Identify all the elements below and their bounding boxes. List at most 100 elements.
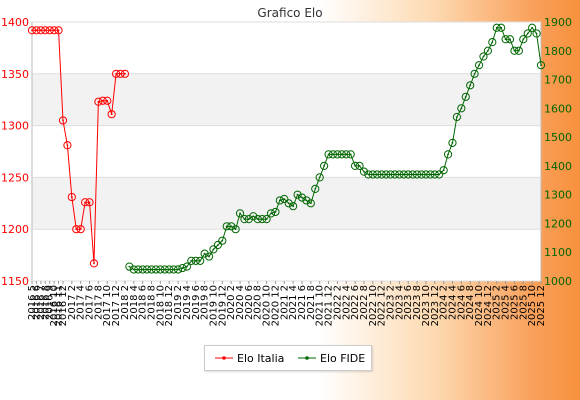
data-point-elo-italia [58, 116, 68, 125]
right-tick-label: 1800 [544, 45, 572, 58]
right-tick-label: 1000 [544, 275, 572, 288]
data-point-center-elo-fide [234, 228, 237, 231]
data-point-center-elo-fide [509, 38, 511, 41]
x-tick-label: 2023 2 [386, 285, 397, 320]
x-tick-label: 2024 10 [474, 285, 485, 326]
data-point-center-elo-fide [287, 202, 290, 205]
data-point-center-elo-italia [88, 201, 91, 204]
right-tick-label: 1900 [544, 16, 572, 29]
x-tick-label: 2019 6 [191, 285, 202, 320]
data-point-center-elo-fide [447, 153, 449, 156]
x-tick-label: 2016 11 [54, 285, 65, 326]
data-point-elo-fide [200, 249, 209, 258]
data-point-elo-fide [271, 207, 280, 217]
x-tick-label: 2020 2 [226, 285, 237, 320]
x-tick-label: 2020 10 [262, 285, 273, 326]
x-tick-label: 2016 5 [27, 285, 38, 320]
x-tick-label: 2023 6 [403, 285, 414, 320]
data-point-elo-fide [479, 52, 488, 61]
data-point-elo-fide [528, 23, 537, 32]
x-tick-label: 2018 8 [147, 285, 158, 320]
right-y-axis: 1000 1100 1200 1300 1400 1500 1600 1700 1800 1900 [544, 16, 572, 288]
data-point-center-elo-fide [522, 38, 525, 41]
right-tick-label: 1500 [544, 131, 572, 144]
x-tick-label: 2016 6 [31, 285, 42, 320]
data-point-center-elo-fide [265, 218, 268, 221]
x-tick-label: 2017 10 [102, 285, 113, 326]
data-point-center-elo-fide [531, 26, 534, 29]
data-point-center-elo-fide [252, 215, 255, 218]
x-tick-label: 2021 12 [324, 285, 335, 326]
data-point-elo-fide [470, 69, 479, 78]
left-tick-label: 1350 [1, 68, 29, 81]
x-tick-label: 2022 2 [332, 285, 343, 320]
plot-band [32, 229, 541, 281]
x-tick-label: 2017 4 [76, 285, 87, 320]
data-point-elo-fide [196, 256, 205, 265]
data-point-center-elo-fide [486, 49, 489, 52]
data-point-center-elo-italia [79, 228, 82, 231]
x-tick-label: 2024 12 [483, 285, 494, 326]
data-point-center-elo-fide [216, 244, 219, 246]
data-point-center-elo-fide [208, 255, 210, 258]
data-point-center-elo-italia [110, 113, 113, 116]
right-tick-label: 1100 [544, 246, 572, 259]
x-tick-label: 2021 2 [279, 285, 290, 320]
plot-background [31, 21, 542, 282]
right-tick-label: 1700 [544, 74, 572, 87]
legend-label-elo-italia: Elo Italia [237, 352, 284, 365]
data-point-elo-fide [505, 35, 515, 44]
data-point-elo-fide [231, 225, 240, 234]
data-point-center-elo-fide [363, 170, 365, 173]
data-point-center-elo-fide [318, 176, 321, 179]
data-point-elo-fide [293, 190, 302, 199]
data-point-elo-fide [204, 252, 214, 261]
series-layer [27, 23, 546, 274]
x-tick-label: 2020 6 [244, 285, 255, 320]
data-point-elo-italia [54, 26, 63, 35]
data-point-center-elo-fide [296, 193, 299, 196]
data-point-elo-fide [439, 166, 448, 175]
legend-entry-elo-italia[interactable]: Elo Italia [215, 352, 284, 365]
data-point-elo-italia [67, 192, 76, 202]
x-tick-label: 2018 2 [120, 285, 131, 320]
x-tick-label: 2023 10 [421, 285, 432, 326]
plot-band [32, 22, 541, 74]
data-point-elo-fide [125, 262, 134, 271]
data-point-center-elo-fide [442, 169, 445, 172]
data-point-elo-italia [76, 225, 85, 234]
left-tick-label: 1300 [1, 120, 29, 133]
data-point-center-elo-fide [482, 55, 485, 58]
data-point-elo-fide [532, 29, 541, 38]
x-tick-label: 2017 6 [85, 285, 96, 320]
data-point-elo-fide [443, 150, 453, 159]
data-point-center-elo-fide [283, 198, 286, 200]
data-point-elo-fide [178, 263, 187, 273]
data-point-center-elo-italia [57, 29, 60, 32]
data-point-elo-fide [355, 161, 364, 170]
data-point-elo-fide [218, 236, 227, 245]
data-point-elo-fide [284, 199, 293, 208]
data-point-elo-fide [249, 212, 258, 221]
data-point-center-elo-fide [473, 72, 476, 75]
x-tick-label: 2021 4 [288, 285, 299, 320]
data-point-elo-fide [182, 262, 192, 271]
legend-label-elo-fide: Elo FIDE [320, 352, 365, 365]
legend-svg: Elo Italia Elo FIDE [215, 352, 365, 365]
data-point-center-elo-fide [526, 32, 529, 35]
right-tick-label: 1200 [544, 217, 572, 230]
data-point-center-elo-italia [70, 196, 73, 198]
legend-marker-elo-fide [305, 356, 309, 360]
x-tick-label: 2018 6 [138, 285, 149, 320]
data-point-center-elo-fide [469, 84, 472, 87]
data-point-center-elo-italia [62, 119, 64, 122]
left-y-axis: 1150 1200 1250 1300 1350 1400 [1, 16, 29, 288]
data-point-center-elo-fide [128, 265, 131, 268]
data-point-elo-fide [209, 245, 218, 254]
data-point-elo-fide [474, 61, 484, 70]
data-point-elo-fide [536, 61, 546, 70]
legend-entry-elo-fide[interactable]: Elo FIDE [298, 352, 365, 365]
data-point-elo-fide [275, 196, 284, 205]
